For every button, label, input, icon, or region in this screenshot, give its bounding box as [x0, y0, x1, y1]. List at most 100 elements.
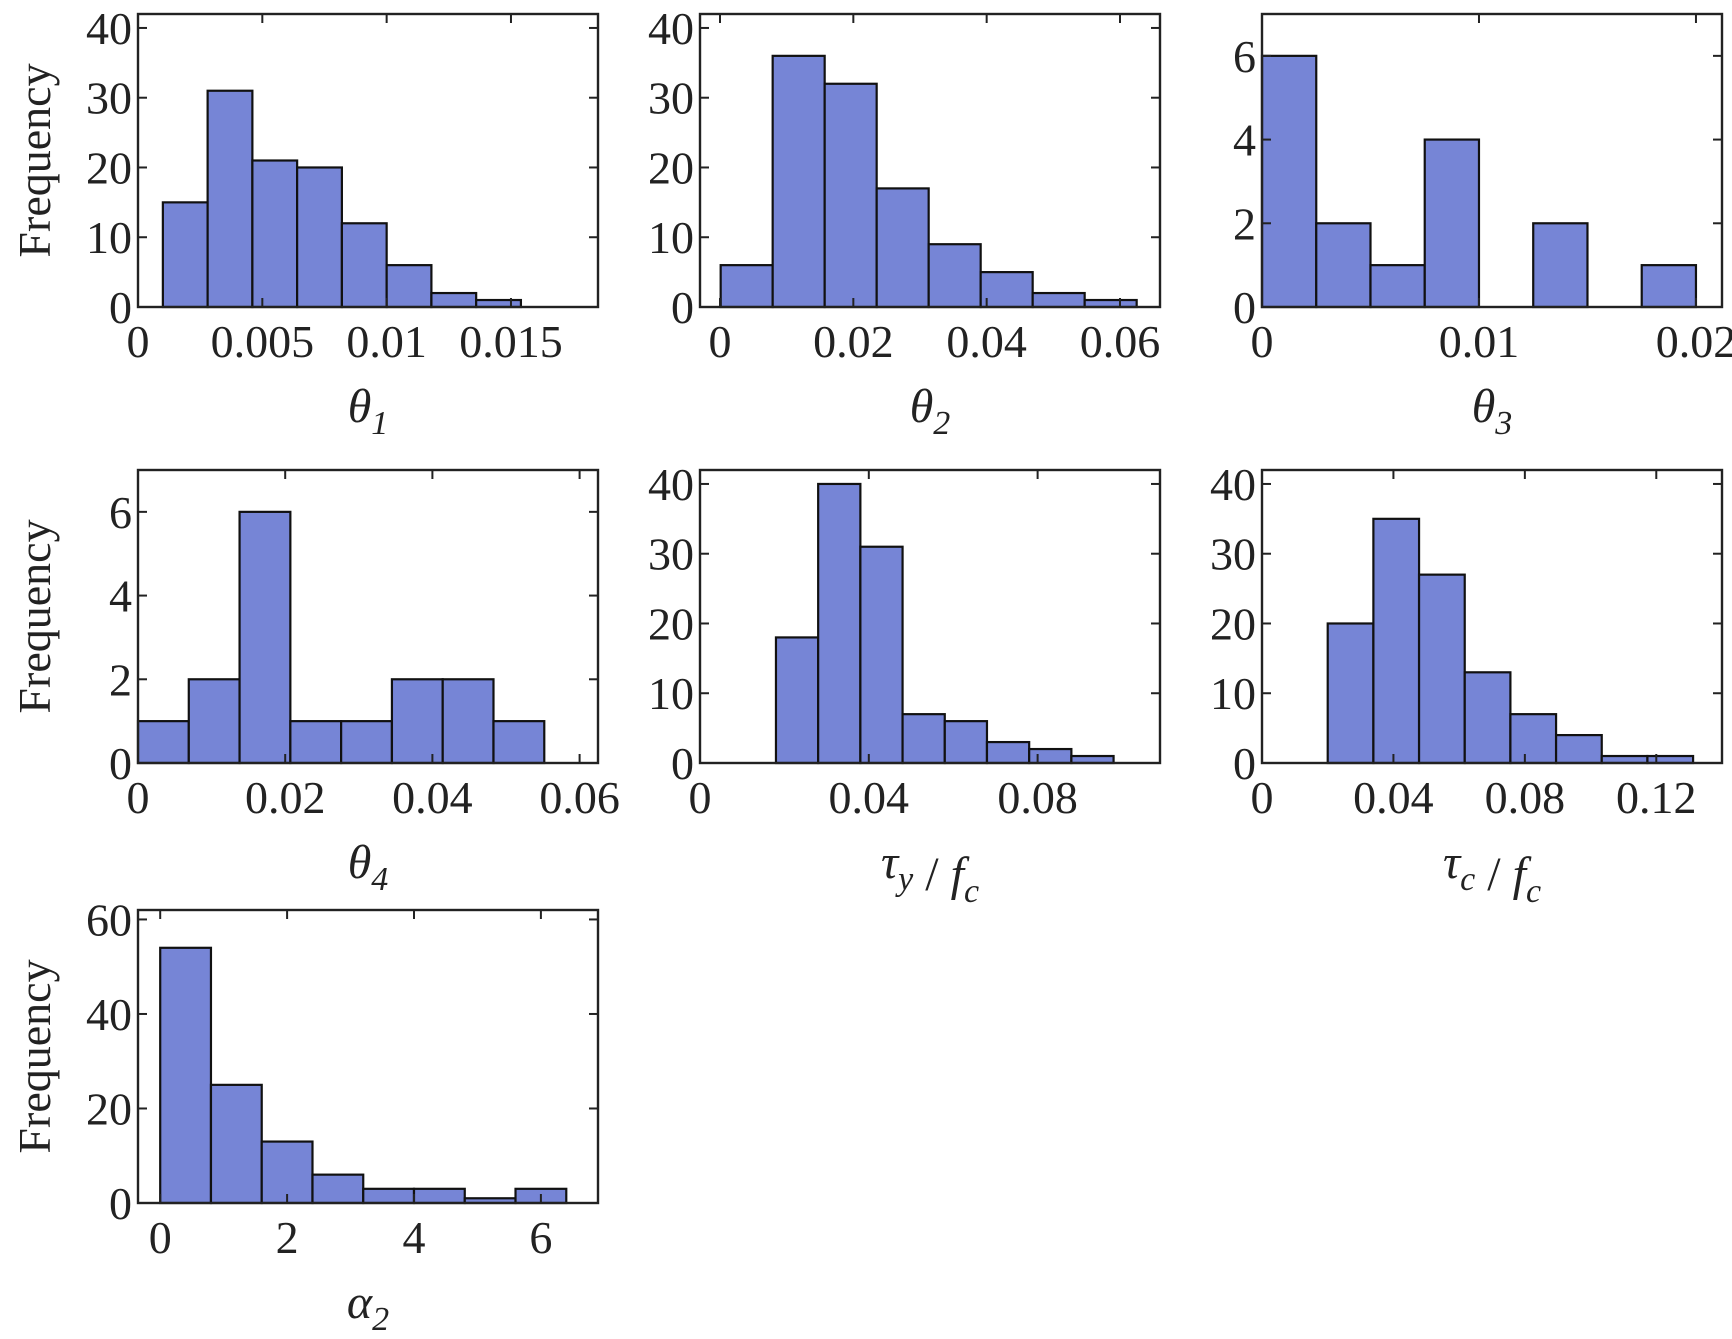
y-tick-label: 60: [86, 894, 132, 945]
histogram-bar: [719, 264, 774, 309]
x-axis-label: θ2: [910, 380, 951, 442]
y-tick-label: 10: [648, 668, 694, 719]
histogram-bar: [161, 201, 209, 309]
y-tick-label: 6: [1233, 31, 1256, 82]
histogram-bar: [1315, 222, 1372, 309]
histogram-bar: [362, 1187, 416, 1205]
y-axis-label: Frequency: [9, 63, 60, 257]
histogram-bar: [823, 82, 878, 309]
y-tick-label: 2: [109, 654, 132, 705]
y-tick-label: 20: [1210, 598, 1256, 649]
y-tick-label: 10: [648, 212, 694, 263]
x-tick-label: 0.08: [1485, 772, 1566, 823]
x-tick-label: 0.04: [1353, 772, 1434, 823]
y-tick-label: 40: [1210, 459, 1256, 510]
histogram-bar: [1369, 264, 1426, 309]
x-tick-label: 0: [127, 772, 150, 823]
histogram-bar: [985, 740, 1031, 765]
x-tick-label: 0: [149, 1212, 172, 1263]
x-axis-label: α2: [347, 1276, 389, 1338]
histogram-bar: [1509, 713, 1558, 765]
histogram-bar: [441, 678, 495, 765]
histogram-bar: [206, 89, 254, 309]
y-tick-label: 20: [648, 598, 694, 649]
y-tick-label: 30: [648, 73, 694, 124]
y-tick-label: 4: [1233, 115, 1256, 166]
histogram-bar: [1417, 573, 1466, 765]
y-tick-label: 40: [86, 989, 132, 1040]
x-tick-label: 4: [403, 1212, 426, 1263]
x-tick-label: 0.04: [829, 772, 910, 823]
y-tick-label: 2: [1233, 198, 1256, 249]
histogram-bar: [492, 720, 546, 765]
histogram-panel-theta3: 0 0.01 0.02 0 2 4 6 θ3: [1233, 12, 1732, 442]
y-tick-label: 40: [648, 459, 694, 510]
x-axis-label: θ1: [348, 380, 389, 442]
y-tick-label: 20: [86, 142, 132, 193]
x-tick-label: 0: [689, 772, 712, 823]
histogram-bar: [1372, 517, 1421, 765]
histogram-bar: [136, 720, 190, 765]
histogram-bar: [943, 720, 989, 765]
axes-frame: [1260, 468, 1724, 765]
y-tick-label: 40: [648, 3, 694, 54]
histogram-bar: [1423, 138, 1481, 309]
x-tick-label: 0.04: [946, 316, 1027, 367]
y-axis-label: Frequency: [9, 959, 60, 1153]
histogram-bar: [1028, 747, 1073, 765]
axes-frame: [698, 12, 1162, 309]
x-axis-label: θ4: [348, 836, 389, 898]
y-tick-label: 0: [671, 738, 694, 789]
histogram-bar: [385, 264, 433, 309]
histogram-bar: [1554, 733, 1603, 765]
x-tick-label: 0.015: [459, 316, 563, 367]
y-tick-label: 20: [86, 1083, 132, 1134]
histogram-bar: [1640, 264, 1698, 309]
x-axis-label: τc / fc: [1443, 836, 1541, 910]
x-tick-label: 2: [276, 1212, 299, 1263]
y-tick-label: 0: [109, 1178, 132, 1229]
histogram-panel-theta1: 0 0.005 0.01 0.015 0 10 20 30 40 Frequency θ1: [9, 3, 600, 442]
histogram-bar: [340, 720, 394, 765]
x-tick-label: 0.02: [1656, 316, 1732, 367]
axes-frame: [698, 468, 1162, 765]
histogram-panel-tau_y_over_fc: 0 0.04 0.08 0 10 20 30 40 τy / fc: [648, 459, 1162, 910]
histogram-bar: [901, 713, 946, 765]
y-tick-label: 4: [109, 571, 132, 622]
y-tick-label: 30: [1210, 529, 1256, 580]
x-tick-label: 0.005: [211, 316, 315, 367]
y-tick-label: 30: [648, 529, 694, 580]
histogram-bar: [1031, 291, 1086, 309]
y-tick-label: 0: [1233, 738, 1256, 789]
x-tick-label: 0.01: [1439, 316, 1520, 367]
y-tick-label: 10: [1210, 668, 1256, 719]
histogram-bar: [771, 54, 826, 309]
x-tick-label: 0: [709, 316, 732, 367]
x-tick-label: 0.06: [1080, 316, 1161, 367]
histogram-bar: [430, 291, 478, 309]
x-tick-label: 0.06: [539, 772, 620, 823]
y-tick-label: 10: [86, 212, 132, 263]
histogram-bar: [412, 1187, 466, 1205]
histogram-bar: [1532, 222, 1589, 309]
x-axis-label: τy / fc: [881, 836, 979, 910]
histogram-bar: [209, 1083, 263, 1205]
x-tick-label: 0: [1251, 772, 1274, 823]
histogram-bar: [875, 187, 930, 309]
histogram-bar: [238, 510, 292, 765]
axes-frame: [136, 12, 600, 309]
y-tick-label: 0: [109, 282, 132, 333]
histogram-panel-theta2: 0 0.02 0.04 0.06 0 10 20 30 40 θ2: [648, 3, 1162, 442]
histogram-bar: [187, 678, 241, 765]
histogram-bar: [1463, 671, 1512, 765]
y-axis-label: Frequency: [9, 519, 60, 713]
axes-frame: [136, 468, 600, 765]
histogram-bar: [340, 222, 388, 309]
axes-frame: [1260, 12, 1724, 309]
histogram-bar: [1260, 54, 1318, 309]
histogram-bar: [311, 1173, 365, 1205]
y-tick-label: 20: [648, 142, 694, 193]
histogram-bar: [296, 166, 343, 309]
x-tick-label: 0: [1251, 316, 1274, 367]
